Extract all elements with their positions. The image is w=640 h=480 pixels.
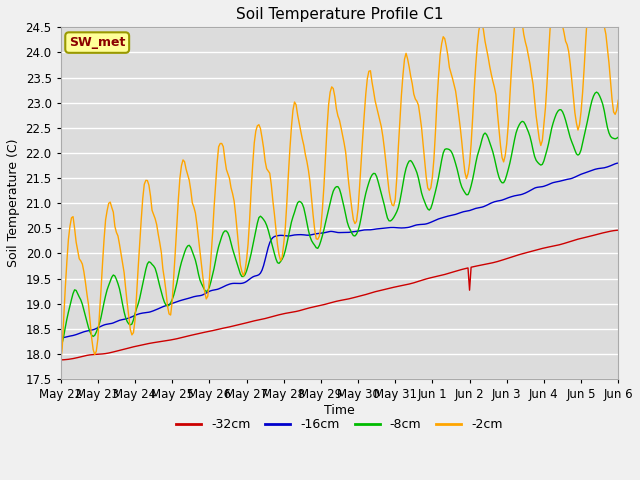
Y-axis label: Soil Temperature (C): Soil Temperature (C) bbox=[7, 139, 20, 267]
Legend: -32cm, -16cm, -8cm, -2cm: -32cm, -16cm, -8cm, -2cm bbox=[171, 413, 508, 436]
Text: SW_met: SW_met bbox=[69, 36, 125, 49]
X-axis label: Time: Time bbox=[324, 404, 355, 417]
Title: Soil Temperature Profile C1: Soil Temperature Profile C1 bbox=[236, 7, 443, 22]
